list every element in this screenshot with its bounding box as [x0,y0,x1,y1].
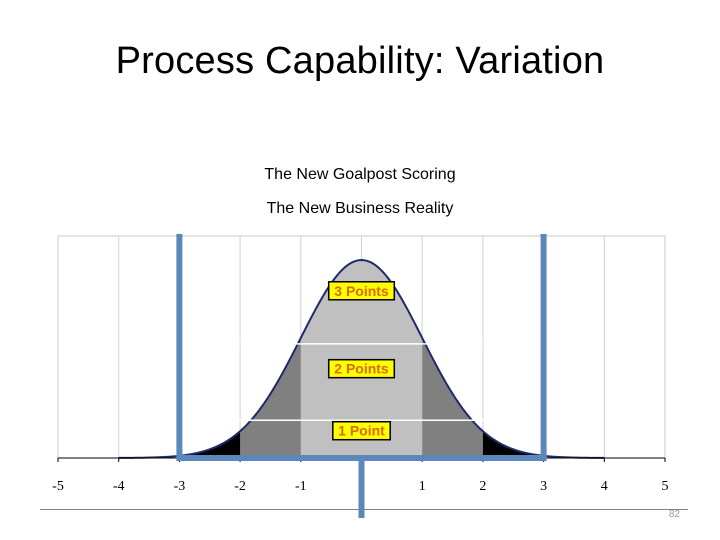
score-labels: 3 Points 2 Points 1 Point [327,281,396,441]
page-number: 82 [668,509,680,520]
zone-area [179,431,241,458]
score-label-box [327,281,396,301]
score-label-box [332,420,391,441]
x-tick-label: -3 [174,479,186,494]
x-tick-label: -5 [52,479,64,494]
chart-subtitle: The New Business Reality [266,200,454,217]
x-tick-label: -1 [295,479,307,494]
goalposts [176,234,547,518]
footer-divider [40,509,688,510]
curve-outline [118,259,605,459]
goalpost-left [176,234,183,458]
score-label-box [327,358,396,379]
x-tick-label: 4 [601,479,608,494]
x-tick-label: 3 [540,479,547,494]
score-label: 3 Points [334,283,389,299]
goalpost-stand [358,458,365,518]
chart-title: The New Goalpost Scoring [264,166,456,183]
score-label: 2 Points [334,361,389,377]
goalpost-right [540,234,547,458]
x-tick-label: 5 [662,479,669,494]
score-label: 1 Point [338,423,385,439]
slide-title: Process Capability: Variation [115,40,605,82]
x-tick-label: 2 [479,479,486,494]
x-tick-label: 1 [419,479,426,494]
x-tick-label: -2 [234,479,246,494]
zone-area [482,431,544,458]
x-tick-label: -4 [113,479,125,494]
level-lines [234,343,489,422]
